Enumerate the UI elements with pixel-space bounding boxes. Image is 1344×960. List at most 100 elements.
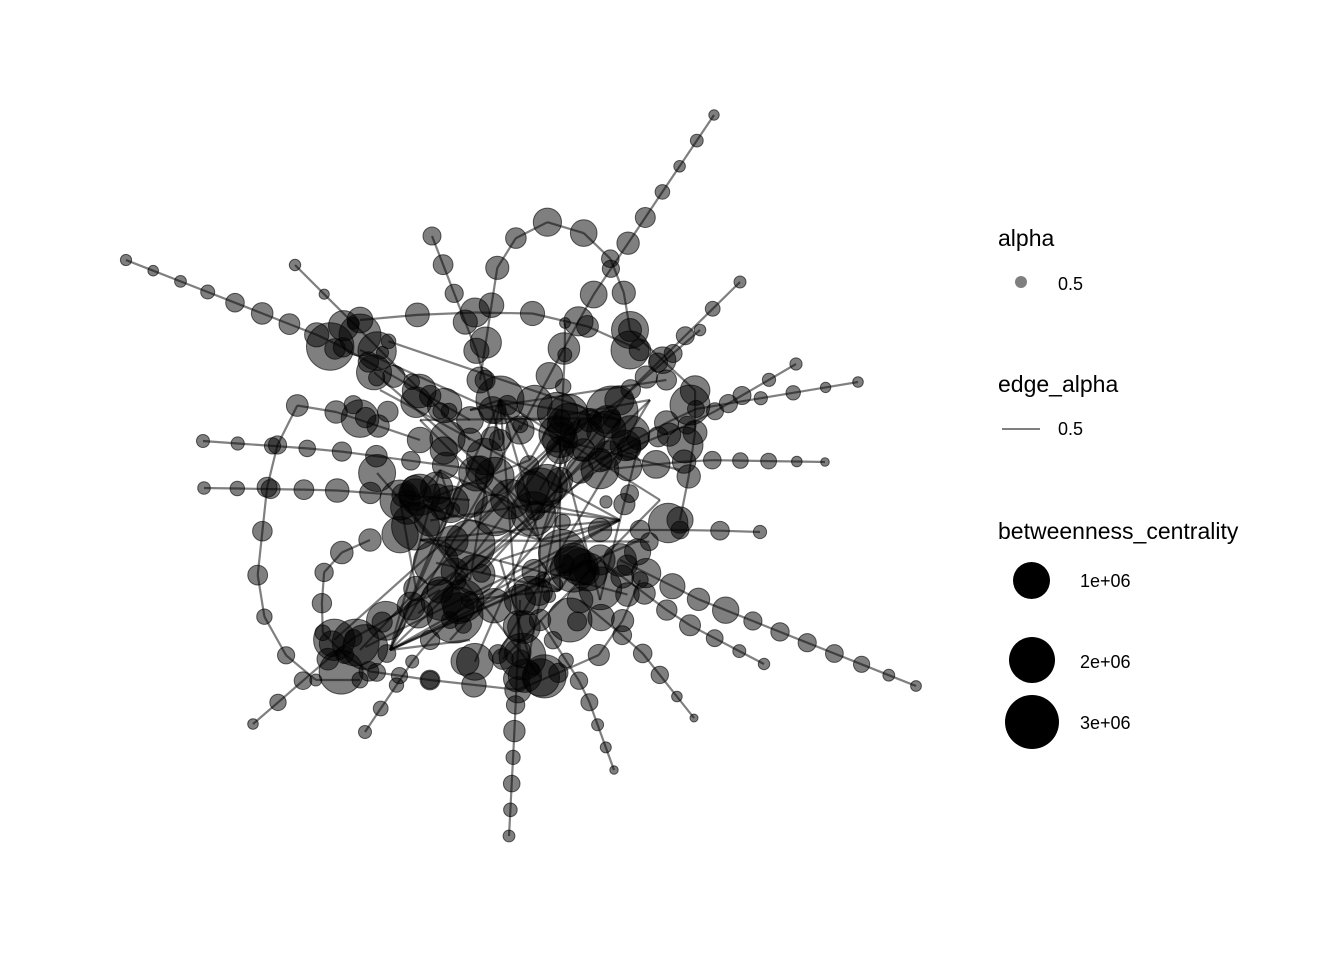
- graph-node: [225, 292, 245, 313]
- graph-node: [820, 457, 830, 467]
- graph-node: [379, 479, 421, 521]
- graph-node: [174, 275, 187, 288]
- graph-node: [401, 451, 421, 471]
- graph-node: [676, 464, 701, 489]
- graph-node: [666, 426, 704, 464]
- graph-node: [535, 362, 563, 390]
- legend-betweenness-title: betweenness_centrality: [998, 518, 1239, 544]
- graph-node: [557, 347, 573, 363]
- graph-node: [710, 520, 730, 541]
- graph-node: [650, 665, 669, 685]
- graph-node: [503, 719, 526, 743]
- legend-size-dot-3: [1005, 695, 1059, 749]
- graph-node: [298, 439, 317, 458]
- graph-node: [616, 231, 640, 255]
- graph-node: [422, 226, 442, 246]
- graph-node: [569, 219, 598, 247]
- graph-node: [285, 394, 309, 417]
- graph-node: [429, 436, 458, 465]
- graph-node: [318, 288, 330, 300]
- graph-node: [519, 455, 540, 476]
- graph-node: [247, 718, 259, 730]
- legend-size-label-1: 1e+06: [1080, 571, 1131, 591]
- graph-node: [648, 502, 689, 544]
- graph-node: [853, 655, 871, 673]
- graph-node: [318, 649, 364, 695]
- graph-node: [519, 300, 546, 327]
- graph-node: [331, 441, 352, 462]
- graph-node: [591, 718, 605, 732]
- legend-size-label-2: 2e+06: [1080, 652, 1131, 672]
- graph-node: [580, 693, 599, 712]
- graph-node: [882, 668, 896, 682]
- graph-node: [547, 597, 593, 643]
- graph-node: [406, 426, 434, 454]
- graph-node: [278, 313, 301, 336]
- graph-node: [760, 452, 777, 470]
- graph-node: [631, 571, 649, 589]
- graph-node: [656, 599, 678, 621]
- graph-node: [419, 384, 442, 408]
- graph-node: [654, 184, 671, 200]
- graph-node: [789, 357, 803, 371]
- graph-node: [444, 519, 496, 571]
- graph-node: [632, 643, 653, 664]
- legend-edge-alpha: edge_alpha 0.5: [998, 370, 1118, 444]
- graph-node: [634, 207, 656, 228]
- graph-node: [485, 255, 510, 280]
- graph-node: [601, 249, 620, 269]
- graph-node: [669, 384, 711, 426]
- legend-edge-alpha-label: 0.5: [1058, 419, 1084, 439]
- graph-node: [579, 280, 608, 309]
- graph-node: [277, 646, 296, 665]
- graph-node: [293, 479, 315, 501]
- graph-node: [459, 297, 490, 328]
- graph-node: [743, 611, 763, 631]
- graph-node: [852, 376, 864, 388]
- graph-node: [610, 330, 650, 370]
- legend-edge-line: [1002, 428, 1040, 430]
- graph-node: [488, 644, 509, 665]
- graph-node: [791, 455, 803, 468]
- graph-node: [196, 434, 210, 448]
- graph-node: [197, 481, 211, 495]
- graph-node: [512, 417, 529, 434]
- graph-node: [311, 593, 333, 614]
- graph-node: [671, 690, 683, 703]
- graph-node: [785, 385, 801, 401]
- graph-node: [611, 280, 636, 305]
- legend-edge-alpha-title: edge_alpha: [998, 371, 1119, 397]
- graph-node: [419, 669, 441, 691]
- graph-node: [521, 558, 548, 585]
- graph-node: [712, 596, 740, 624]
- graph-node: [732, 644, 747, 659]
- legend-edge-alpha-key: 0.5: [998, 414, 1118, 444]
- graph-node: [250, 302, 274, 325]
- graph-node: [358, 454, 397, 492]
- legend-alpha-key: 0.5: [998, 268, 1083, 298]
- graph-node: [819, 381, 832, 394]
- legend-betweenness: betweenness_centrality 1e+06 2e+06 3e+06: [998, 517, 1239, 749]
- graph-node: [372, 700, 389, 717]
- graph-node: [693, 323, 707, 337]
- graph-node: [732, 452, 749, 469]
- graph-node: [256, 476, 278, 498]
- graph-node: [655, 369, 678, 391]
- graph-node: [330, 540, 354, 565]
- legend-size-label-3: 3e+06: [1080, 713, 1131, 733]
- graph-node: [673, 160, 686, 173]
- graph-node: [599, 741, 612, 754]
- graph-node: [910, 680, 922, 692]
- graph-node: [587, 643, 610, 667]
- graph-node: [430, 496, 455, 521]
- legend-alpha-title: alpha: [998, 225, 1055, 251]
- graph-node: [585, 385, 639, 439]
- graph-node: [502, 774, 521, 793]
- graph-node: [358, 725, 372, 739]
- graph-node: [568, 552, 608, 592]
- graph-node: [505, 749, 521, 766]
- graph-node: [641, 450, 671, 479]
- graph-node: [576, 315, 599, 338]
- graph-node: [507, 658, 543, 693]
- graph-node: [753, 391, 768, 406]
